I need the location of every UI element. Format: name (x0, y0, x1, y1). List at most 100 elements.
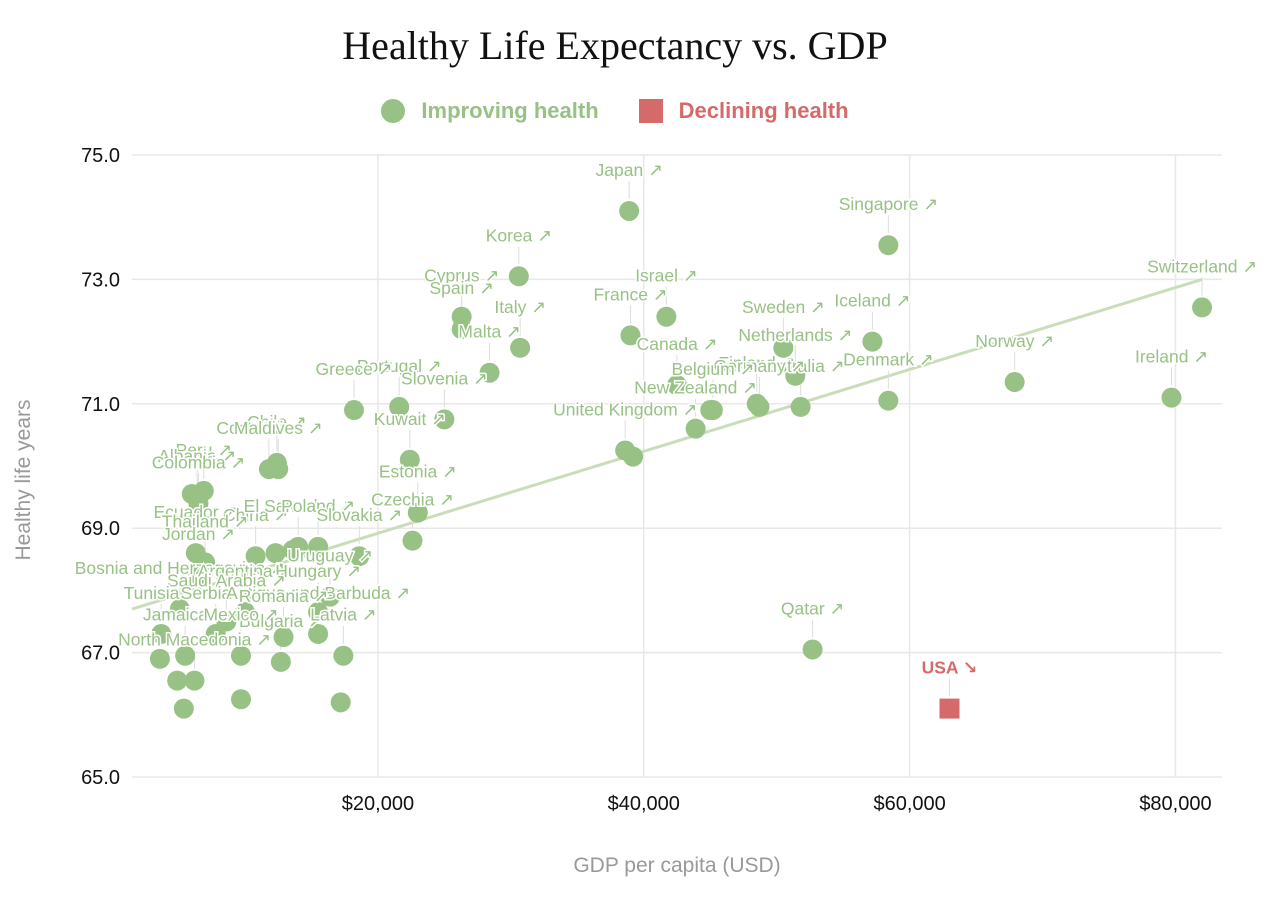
data-point[interactable] (270, 651, 291, 672)
data-point[interactable] (167, 670, 188, 691)
data-point[interactable] (389, 396, 410, 417)
data-point[interactable] (333, 645, 354, 666)
data-label: Latvia ↗ (310, 605, 376, 625)
data-point-square[interactable] (939, 698, 960, 719)
legend-circle-icon (381, 99, 406, 123)
data-label: Saudi Arabia ↗ (167, 571, 286, 591)
data-label: Bulgaria ↗ (239, 611, 323, 631)
y-tick-label: 71.0 (81, 394, 120, 416)
data-point[interactable] (508, 266, 529, 287)
data-label: Israel ↗ (635, 266, 697, 286)
data-point[interactable] (1192, 297, 1213, 318)
y-tick-label: 65.0 (81, 767, 120, 789)
data-point[interactable] (685, 418, 706, 439)
x-axis-title: GDP per capita (USD) (573, 854, 780, 877)
legend-item-declining[interactable]: Declining health (638, 98, 849, 124)
data-point[interactable] (620, 325, 641, 346)
data-point[interactable] (268, 459, 289, 480)
data-point[interactable] (510, 337, 531, 358)
data-point[interactable] (785, 365, 806, 386)
data-point[interactable] (862, 331, 883, 352)
data-point[interactable] (205, 623, 226, 644)
data-point[interactable] (749, 396, 770, 417)
data-point[interactable] (273, 627, 294, 648)
x-tick-label: $20,000 (342, 793, 414, 815)
data-label: New Zealand ↗ (634, 378, 757, 398)
data-label: Australia ↗ (757, 356, 845, 376)
data-point[interactable] (773, 337, 794, 358)
data-point[interactable] (407, 502, 428, 523)
data-point[interactable] (308, 536, 329, 557)
data-label: Chile ↗ (247, 412, 306, 432)
data-point[interactable] (667, 375, 687, 396)
data-point[interactable] (173, 698, 194, 719)
legend-label-improving: Improving health (421, 98, 599, 123)
data-point[interactable] (231, 689, 251, 710)
grid (132, 154, 1222, 778)
data-point[interactable] (343, 400, 364, 421)
data-label: Ecuador ↗ (153, 502, 238, 522)
data-point[interactable] (330, 692, 351, 713)
data-point[interactable] (878, 235, 899, 256)
data-point[interactable] (790, 396, 811, 417)
data-label: Italy ↗ (494, 297, 546, 317)
x-tick-label: $40,000 (608, 793, 680, 815)
data-label: Sweden ↗ (742, 297, 825, 317)
data-label: Maldives ↗ (234, 418, 323, 438)
data-point[interactable] (308, 602, 329, 623)
data-label: Belgium ↗ (672, 359, 755, 379)
data-label: Hungary ↗ (275, 561, 361, 581)
data-point[interactable] (175, 645, 196, 666)
data-label: Iceland ↗ (834, 291, 910, 311)
data-label: Thailand ↗ (162, 511, 249, 531)
data-point[interactable] (149, 648, 170, 669)
data-point[interactable] (615, 440, 636, 461)
data-label: Qatar ↗ (781, 598, 844, 618)
data-label: Slovakia ↗ (316, 505, 402, 525)
data-label: Tunisia ↗ (124, 583, 199, 603)
data-label: Costa Rica ↗ (216, 418, 321, 438)
data-point[interactable] (402, 530, 423, 551)
data-point[interactable] (188, 493, 209, 514)
data-point[interactable] (434, 409, 455, 430)
data-point[interactable] (151, 623, 172, 644)
data-point[interactable] (451, 319, 472, 340)
data-point[interactable] (656, 306, 677, 327)
data-label: Canada ↗ (637, 334, 718, 354)
data-point[interactable] (399, 449, 420, 470)
data-point[interactable] (288, 536, 309, 557)
data-point[interactable] (479, 362, 500, 383)
data-label: Finland ↗ (718, 353, 795, 373)
y-tick-label: 67.0 (81, 643, 120, 665)
legend-item-improving[interactable]: Improving health (381, 98, 599, 124)
data-point[interactable] (169, 599, 190, 620)
data-label: Czechia ↗ (371, 490, 454, 510)
data-label: Slovenia ↗ (401, 368, 488, 388)
data-point[interactable] (184, 670, 205, 691)
data-point[interactable] (265, 543, 286, 564)
data-point[interactable] (619, 200, 640, 221)
data-label: Ireland ↗ (1135, 347, 1208, 367)
data-point[interactable] (234, 602, 255, 623)
data-label: Jamaica ↗ (143, 605, 228, 625)
data-point[interactable] (320, 586, 341, 607)
data-point[interactable] (231, 645, 251, 666)
data-point[interactable] (878, 390, 899, 411)
y-axis-title: Healthy life years (12, 399, 35, 560)
data-point[interactable] (702, 400, 723, 421)
y-tick-label: 73.0 (81, 269, 120, 291)
data-label: Japan ↗ (596, 160, 663, 180)
data-label: Portugal ↗ (357, 356, 442, 376)
data-point[interactable] (308, 623, 329, 644)
data-point[interactable] (1004, 372, 1025, 393)
data-point[interactable] (188, 564, 209, 585)
data-label: Peru ↗ (176, 440, 233, 460)
data-label: Poland ↗ (281, 496, 355, 516)
data-point[interactable] (1161, 387, 1182, 408)
y-tick-label: 69.0 (81, 518, 120, 540)
data-point[interactable] (245, 546, 266, 567)
data-label: Norway ↗ (975, 331, 1054, 351)
data-point[interactable] (349, 546, 370, 567)
data-label: Kuwait ↗ (374, 409, 446, 429)
data-point[interactable] (802, 639, 823, 660)
